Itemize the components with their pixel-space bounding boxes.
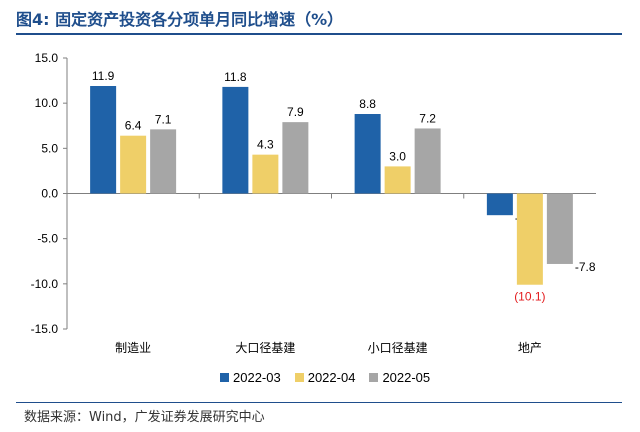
title-divider <box>16 33 622 35</box>
y-tick-label: -15.0 <box>31 322 59 336</box>
data-label: 7.9 <box>287 105 304 119</box>
y-tick-label: 10.0 <box>35 96 59 110</box>
x-category-label: 地产 <box>518 341 542 355</box>
legend-item-2022-03: 2022-03 <box>220 370 281 385</box>
legend-label-2022-05: 2022-05 <box>382 370 431 385</box>
bar-2022-04 <box>120 135 147 194</box>
data-label: 6.4 <box>125 119 142 133</box>
x-category-label: 大口径基建 <box>235 341 295 355</box>
bar-2022-04 <box>252 154 279 194</box>
y-tick-label: -5.0 <box>37 232 58 246</box>
data-label: 7.1 <box>155 112 172 126</box>
figure-title: 图4: 固定资产投资各分项单月同比增速（%） <box>16 10 344 29</box>
source-note: 数据来源：Wind，广发证券发展研究中心 <box>24 410 265 425</box>
bar-2022-03 <box>354 114 381 194</box>
data-label: 4.3 <box>257 138 274 152</box>
bar-2022-05 <box>546 193 573 264</box>
bar-2022-04 <box>516 193 543 285</box>
y-tick-label: -10.0 <box>31 277 59 291</box>
data-label: (10.1) <box>514 290 545 304</box>
y-tick-label: 5.0 <box>41 141 58 155</box>
legend-label-2022-04: 2022-04 <box>307 370 356 385</box>
data-label: 7.2 <box>419 111 436 125</box>
x-category-label: 小口径基建 <box>368 341 428 355</box>
data-label: 3.0 <box>389 149 406 163</box>
x-category-label: 制造业 <box>115 341 151 355</box>
legend-item-2022-04: 2022-04 <box>294 370 356 385</box>
data-label: -7.8 <box>575 260 596 274</box>
data-label: 11.8 <box>224 70 247 84</box>
legend-swatch-2022-04 <box>294 373 304 382</box>
source-divider <box>16 402 622 403</box>
bar-2022-05 <box>282 122 309 194</box>
bar-2022-04 <box>384 166 411 194</box>
chart-legend: 2022-03 2022-04 2022-05 <box>220 370 430 385</box>
bar-2022-05 <box>150 129 177 194</box>
y-tick-label: 15.0 <box>35 51 59 65</box>
legend-item-2022-05: 2022-05 <box>369 370 430 385</box>
legend-swatch-2022-03 <box>220 373 229 382</box>
legend-label-2022-03: 2022-03 <box>233 370 281 385</box>
bar-2022-03 <box>90 86 117 194</box>
y-tick-label: 0.0 <box>41 187 58 201</box>
bar-2022-05 <box>414 128 441 194</box>
bar-2022-03 <box>222 86 249 194</box>
legend-swatch-2022-05 <box>369 373 379 382</box>
data-label: 11.9 <box>92 69 115 83</box>
bar-2022-03 <box>486 193 513 216</box>
data-label: 8.8 <box>359 97 376 111</box>
